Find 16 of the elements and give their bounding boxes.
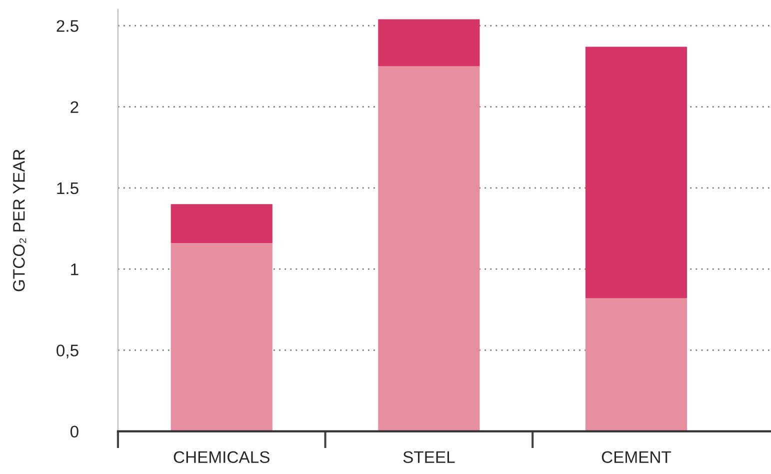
x-tick-label: STEEL — [403, 451, 455, 464]
x-tick-label: CEMENT — [602, 451, 672, 464]
bar — [170, 243, 272, 432]
bar — [585, 46, 688, 298]
y-tick-label: 2 — [70, 101, 78, 113]
y-tick-label: 2.5 — [56, 20, 78, 32]
bar — [585, 298, 688, 432]
y-tick-label: 1.5 — [57, 182, 78, 194]
y-axis-title: GTCO₂ PER YEAR — [13, 150, 26, 292]
bar — [170, 204, 272, 244]
x-tick-label: CHEMICALS — [174, 451, 270, 464]
bar — [378, 19, 480, 66]
y-tick-label: 0 — [70, 426, 78, 438]
y-tick-label: 1 — [71, 264, 78, 276]
y-tick-label: 0,5 — [56, 344, 78, 358]
bar — [378, 66, 480, 432]
